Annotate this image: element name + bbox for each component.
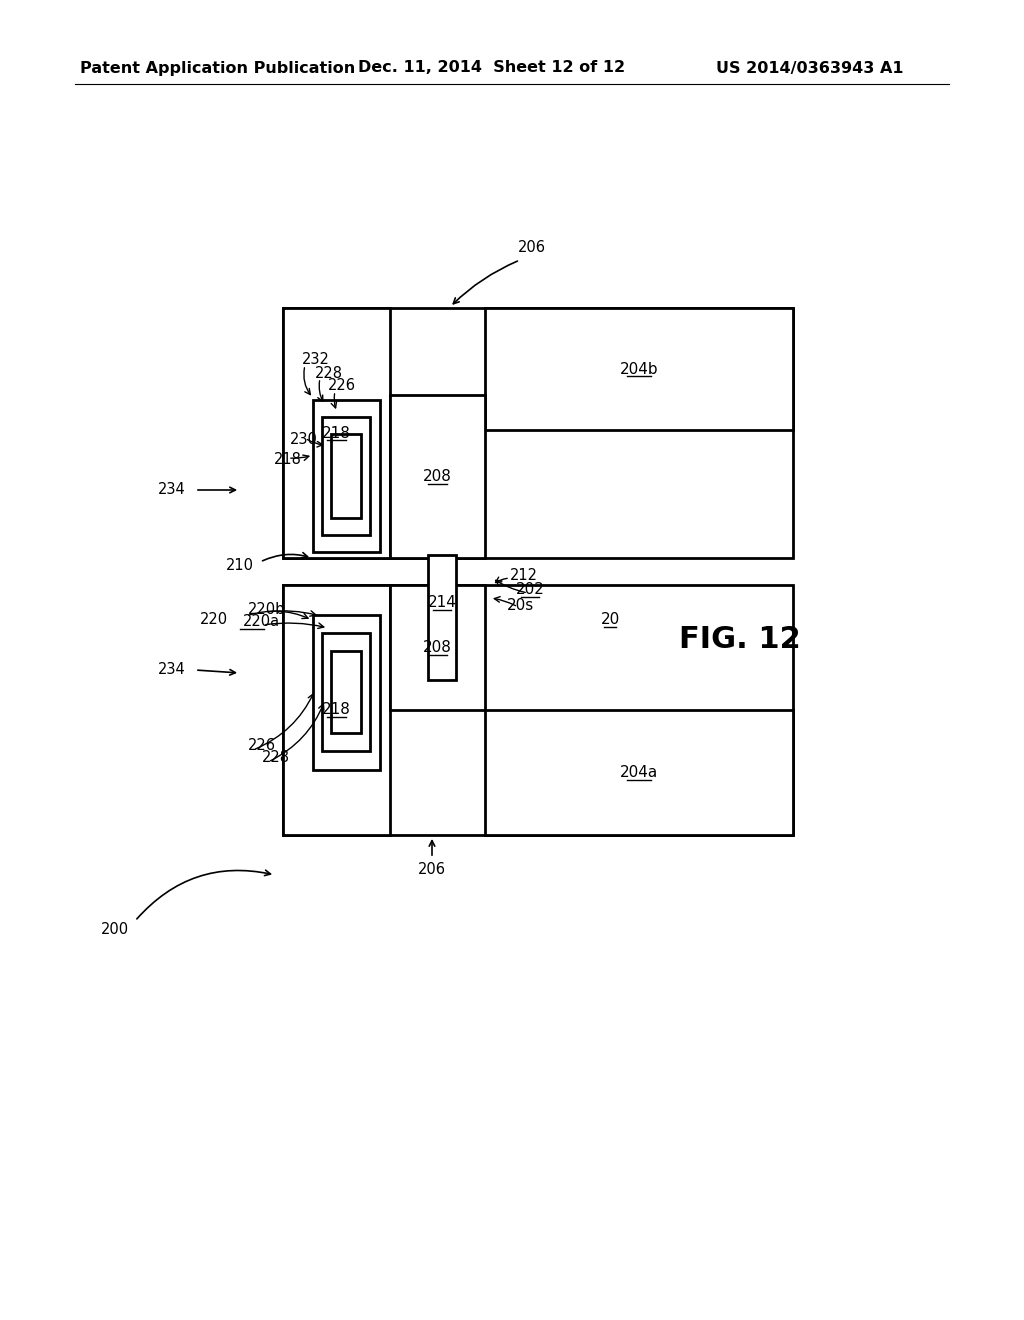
Text: 204b: 204b [620, 362, 658, 376]
Bar [322, 634, 370, 751]
Text: 234: 234 [158, 663, 186, 677]
Text: 220b: 220b [248, 602, 286, 618]
Text: US 2014/0363943 A1: US 2014/0363943 A1 [716, 61, 903, 75]
Bar [485, 710, 793, 836]
Text: 200: 200 [101, 923, 129, 937]
Text: 220a: 220a [243, 615, 281, 630]
Bar [283, 585, 390, 836]
Text: 228: 228 [262, 751, 290, 766]
Text: 202: 202 [515, 582, 545, 598]
Bar [322, 417, 370, 535]
Text: 218: 218 [274, 453, 302, 467]
Text: 206: 206 [418, 862, 446, 878]
Bar [283, 308, 390, 558]
Text: FIG. 12: FIG. 12 [679, 626, 801, 655]
Text: Patent Application Publication: Patent Application Publication [80, 61, 355, 75]
Text: 220: 220 [200, 612, 228, 627]
Text: 20s: 20s [507, 598, 534, 612]
Text: 206: 206 [518, 240, 546, 256]
Text: 232: 232 [302, 352, 330, 367]
Bar [283, 585, 793, 836]
Bar [428, 554, 456, 680]
Text: 210: 210 [226, 557, 254, 573]
Text: 208: 208 [423, 469, 452, 484]
Bar [331, 651, 361, 733]
Bar [390, 395, 485, 558]
Text: 20: 20 [600, 612, 620, 627]
Text: 226: 226 [328, 379, 356, 393]
Bar [390, 585, 485, 710]
Text: 208: 208 [423, 640, 452, 655]
Text: 214: 214 [428, 595, 457, 610]
Text: Dec. 11, 2014  Sheet 12 of 12: Dec. 11, 2014 Sheet 12 of 12 [358, 61, 625, 75]
Text: 234: 234 [158, 483, 186, 498]
Text: 204a: 204a [620, 766, 658, 780]
Bar [313, 615, 380, 770]
Text: 218: 218 [323, 425, 351, 441]
Text: 230: 230 [290, 433, 317, 447]
Text: 226: 226 [248, 738, 276, 752]
Bar [283, 308, 793, 558]
Text: 228: 228 [315, 366, 343, 380]
Bar [313, 400, 380, 552]
Text: 218: 218 [323, 702, 351, 718]
Bar [485, 308, 793, 430]
Bar [331, 434, 361, 517]
Text: 212: 212 [510, 568, 538, 582]
